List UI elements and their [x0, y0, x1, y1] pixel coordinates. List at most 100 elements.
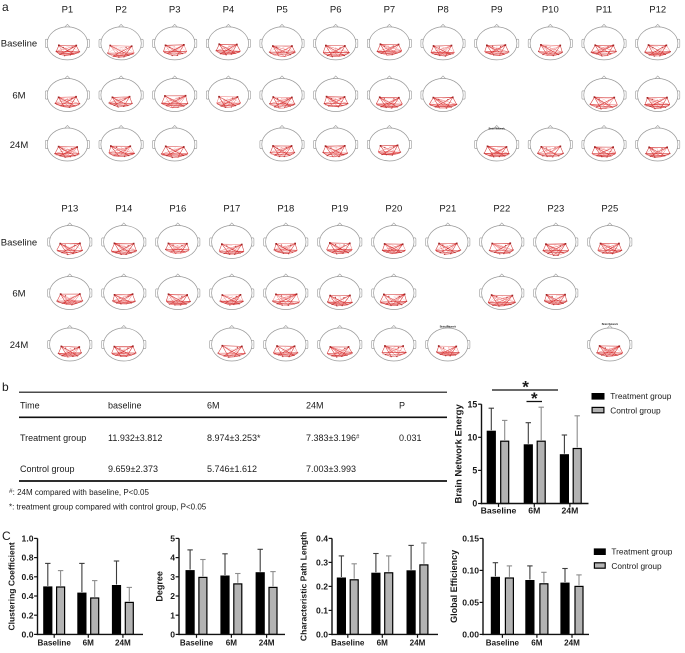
- svg-text:P7: P7: [384, 5, 396, 16]
- svg-text:P11: P11: [596, 5, 612, 16]
- svg-text:6M: 6M: [207, 401, 220, 411]
- svg-text:8.974±3.253*: 8.974±3.253*: [207, 433, 261, 443]
- svg-text:Baseline: Baseline: [1, 237, 37, 248]
- svg-text:Treatment group: Treatment group: [610, 391, 671, 401]
- svg-text:Baseline: Baseline: [180, 639, 214, 648]
- svg-text:0.8: 0.8: [22, 553, 34, 563]
- svg-text:*: *: [531, 389, 538, 408]
- svg-text:P4: P4: [223, 5, 235, 16]
- svg-text:2: 2: [170, 591, 175, 601]
- svg-text:Treatment group: Treatment group: [611, 547, 672, 557]
- svg-text:11.932±3.812: 11.932±3.812: [108, 433, 162, 443]
- svg-text:#: 24M compared with baseline,: #: 24M compared with baseline, P<0.05: [9, 488, 149, 497]
- svg-text:baseline: baseline: [108, 401, 142, 411]
- svg-text:15: 15: [468, 399, 478, 409]
- svg-text:P21: P21: [439, 204, 456, 215]
- svg-text:P25: P25: [601, 204, 618, 215]
- svg-text:5: 5: [472, 466, 477, 476]
- svg-text:Baseline: Baseline: [38, 639, 72, 648]
- svg-text:Brain Network: Brain Network: [440, 326, 457, 329]
- svg-text:3: 3: [170, 572, 175, 582]
- svg-text:P6: P6: [330, 5, 342, 16]
- svg-text:24M: 24M: [410, 639, 426, 648]
- svg-text:6M: 6M: [12, 288, 25, 299]
- svg-text:Baseline: Baseline: [1, 39, 37, 50]
- svg-text:P17: P17: [223, 204, 240, 215]
- svg-text:0.4: 0.4: [316, 534, 328, 544]
- svg-text:Control group: Control group: [610, 405, 661, 415]
- svg-text:0.05: 0.05: [462, 598, 479, 608]
- svg-text:Treatment group: Treatment group: [20, 433, 86, 443]
- svg-text:0.2: 0.2: [22, 610, 34, 620]
- svg-text:C: C: [2, 529, 11, 543]
- svg-text:a: a: [2, 0, 9, 14]
- svg-text:6M: 6M: [83, 639, 95, 648]
- svg-text:6M: 6M: [531, 639, 543, 648]
- svg-text:P5: P5: [276, 5, 288, 16]
- svg-text:7.383±3.196#: 7.383±3.196#: [306, 433, 360, 443]
- svg-text:Baseline: Baseline: [486, 639, 520, 648]
- svg-text:10: 10: [468, 432, 478, 442]
- svg-text:4: 4: [170, 553, 175, 563]
- svg-text:24M: 24M: [306, 401, 324, 411]
- svg-text:P1: P1: [62, 5, 74, 16]
- svg-text:Baseline: Baseline: [481, 506, 517, 516]
- svg-text:9.659±2.373: 9.659±2.373: [108, 464, 158, 474]
- svg-text:7.003±3.993: 7.003±3.993: [306, 464, 356, 474]
- svg-text:P3: P3: [169, 5, 181, 16]
- svg-text:b: b: [2, 380, 9, 394]
- svg-text:24M: 24M: [561, 506, 578, 516]
- svg-text:P2: P2: [115, 5, 127, 16]
- svg-text:P10: P10: [542, 5, 559, 16]
- svg-text:Brain Network: Brain Network: [489, 127, 506, 130]
- svg-text:0.4: 0.4: [22, 591, 34, 601]
- svg-text:0: 0: [472, 499, 477, 509]
- svg-text:0.10: 0.10: [462, 566, 479, 576]
- svg-text:0: 0: [170, 630, 175, 640]
- svg-text:24M: 24M: [10, 340, 29, 351]
- svg-text:Brain Network Energy: Brain Network Energy: [454, 404, 465, 504]
- svg-text:P12: P12: [649, 5, 666, 16]
- svg-text:0.15: 0.15: [462, 534, 479, 544]
- svg-text:0.2: 0.2: [316, 582, 328, 592]
- svg-text:0.1: 0.1: [316, 606, 328, 616]
- svg-text:Degree: Degree: [155, 571, 165, 602]
- svg-text:P16: P16: [169, 204, 186, 215]
- svg-text:Global Efficiency: Global Efficiency: [449, 550, 459, 623]
- svg-text:24M: 24M: [259, 639, 275, 648]
- svg-text:24M: 24M: [10, 140, 29, 151]
- svg-text:P20: P20: [385, 204, 402, 215]
- svg-text:Control group: Control group: [20, 464, 75, 474]
- svg-text:6M: 6M: [528, 506, 540, 516]
- svg-text:Time: Time: [20, 401, 40, 411]
- svg-text:P14: P14: [115, 204, 132, 215]
- svg-text:5: 5: [170, 534, 175, 544]
- svg-text:0.031: 0.031: [399, 433, 422, 443]
- svg-text:*: *: [522, 378, 529, 397]
- svg-text:1: 1: [170, 610, 175, 620]
- svg-text:0.6: 0.6: [22, 572, 34, 582]
- svg-text:Brain Network: Brain Network: [602, 323, 619, 326]
- svg-text:P18: P18: [277, 204, 294, 215]
- svg-text:P: P: [399, 401, 405, 411]
- svg-text:P22: P22: [493, 204, 510, 215]
- svg-text:6M: 6M: [12, 90, 25, 101]
- svg-text:Control group: Control group: [611, 561, 662, 571]
- svg-text:Clustering Coefficient: Clustering Coefficient: [7, 542, 17, 630]
- svg-text:P9: P9: [491, 5, 503, 16]
- svg-text:24M: 24M: [115, 639, 131, 648]
- svg-text:0.0: 0.0: [22, 630, 34, 640]
- svg-text:5.746±1.612: 5.746±1.612: [207, 464, 257, 474]
- svg-text:P8: P8: [437, 5, 449, 16]
- svg-text:P19: P19: [331, 204, 348, 215]
- svg-text:6M: 6M: [377, 639, 389, 648]
- svg-text:0.0: 0.0: [316, 630, 328, 640]
- svg-text:P13: P13: [61, 204, 78, 215]
- svg-text:0.3: 0.3: [316, 558, 328, 568]
- svg-text:Baseline: Baseline: [331, 639, 365, 648]
- svg-text:*: treatment group compared wi: *: treatment group compared with control…: [9, 503, 207, 512]
- svg-text:P23: P23: [547, 204, 564, 215]
- svg-text:0.00: 0.00: [462, 630, 479, 640]
- svg-text:1.0: 1.0: [22, 534, 34, 544]
- svg-text:Characteristic Path Length: Characteristic Path Length: [299, 532, 309, 641]
